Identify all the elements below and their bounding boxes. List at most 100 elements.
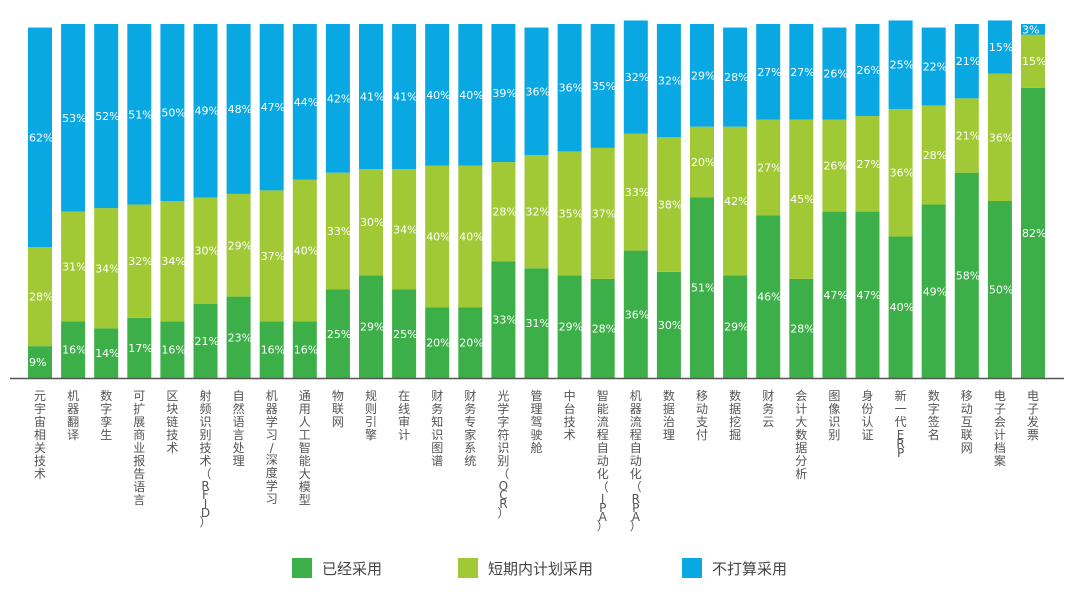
bar-planned-8 xyxy=(292,179,317,322)
x-tick-label-20: 移动支付 xyxy=(696,389,708,442)
data-label-adopted-1: 16% xyxy=(62,344,86,357)
bar-not-planned-24 xyxy=(822,27,847,120)
data-label-planned-3: 32% xyxy=(128,255,152,268)
bar-planned-3 xyxy=(127,204,152,318)
bar-adopted-18 xyxy=(623,250,648,378)
bar-planned-2 xyxy=(94,208,119,329)
bar-adopted-3 xyxy=(127,317,152,378)
x-tick-label-23: 会计大数据分析 xyxy=(795,389,807,481)
data-label-not-planned-12: 40% xyxy=(426,89,450,102)
legend-item-planned: 短期内计划采用 xyxy=(458,556,593,580)
bar-adopted-8 xyxy=(292,321,317,378)
x-tick-label-5: 射频识别技术（ R F I D） xyxy=(199,388,211,529)
bar-not-planned-1 xyxy=(61,24,86,212)
data-label-adopted-9: 25% xyxy=(327,328,351,341)
data-label-planned-7: 37% xyxy=(261,250,285,263)
data-label-adopted-29: 50% xyxy=(989,284,1013,297)
bar-not-planned-28 xyxy=(954,24,979,99)
bar-planned-6 xyxy=(226,193,251,297)
bar-not-planned-19 xyxy=(656,24,681,138)
bar-planned-29 xyxy=(987,73,1012,201)
bar-not-planned-26 xyxy=(888,20,913,109)
bar-planned-12 xyxy=(425,165,450,308)
data-label-planned-10: 30% xyxy=(360,216,384,229)
bar-not-planned-29 xyxy=(987,20,1012,74)
x-tick-label-18: 机器流程自动化（ R P A） xyxy=(630,389,642,533)
data-label-adopted-23: 28% xyxy=(790,322,814,335)
bar-adopted-22 xyxy=(756,215,781,378)
bar-planned-27 xyxy=(921,105,946,205)
bar-adopted-23 xyxy=(789,278,814,378)
x-tick-label-12: 财务知识图谱 xyxy=(431,389,443,468)
bar-adopted-27 xyxy=(921,204,946,378)
data-label-not-planned-29: 15% xyxy=(989,41,1013,54)
data-label-planned-14: 28% xyxy=(492,206,516,219)
bar-not-planned-3 xyxy=(127,24,152,205)
bar-adopted-26 xyxy=(888,236,913,378)
bar-not-planned-22 xyxy=(756,24,781,120)
bar-not-planned-21 xyxy=(723,27,748,127)
legend-item-adopted: 已经采用 xyxy=(292,556,382,580)
x-tick-label-4: 区块链技术 xyxy=(166,389,178,455)
data-label-adopted-4: 16% xyxy=(161,344,185,357)
bar-not-planned-18 xyxy=(623,20,648,134)
bar-not-planned-27 xyxy=(921,27,946,106)
bar-adopted-1 xyxy=(61,321,86,378)
bar-not-planned-9 xyxy=(325,24,350,173)
data-label-planned-0: 28% xyxy=(29,291,53,304)
bar-planned-23 xyxy=(789,119,814,279)
bar-not-planned-10 xyxy=(359,24,383,170)
data-label-adopted-21: 29% xyxy=(724,321,748,334)
data-label-planned-28: 21% xyxy=(956,130,980,143)
bar-adopted-14 xyxy=(491,261,516,378)
bar-not-planned-7 xyxy=(259,24,284,191)
bar-planned-1 xyxy=(61,211,86,322)
bar-not-planned-16 xyxy=(557,24,582,152)
bar-adopted-15 xyxy=(524,268,549,378)
data-label-planned-23: 45% xyxy=(790,193,814,206)
data-label-adopted-22: 46% xyxy=(757,291,781,304)
bar-planned-9 xyxy=(325,172,350,290)
data-label-planned-1: 31% xyxy=(62,260,86,273)
data-label-adopted-16: 29% xyxy=(559,321,583,334)
data-label-planned-8: 40% xyxy=(294,245,318,258)
data-label-not-planned-14: 39% xyxy=(492,87,516,100)
x-tick-label-1: 机器翻译 xyxy=(67,389,79,442)
legend-item-not-planned: 不打算采用 xyxy=(682,556,787,580)
bar-not-planned-4 xyxy=(160,24,185,201)
bar-not-planned-30 xyxy=(1021,24,1045,35)
data-label-planned-27: 28% xyxy=(923,149,947,162)
bar-adopted-25 xyxy=(855,211,880,378)
x-tick-label-14: 光学字符识别（ O C R） xyxy=(497,389,509,520)
bar-planned-21 xyxy=(723,126,748,276)
x-tick-label-29: 电子会计档案 xyxy=(994,389,1006,468)
bar-not-planned-20 xyxy=(690,24,714,127)
data-label-not-planned-23: 27% xyxy=(790,66,814,79)
x-tick-label-3: 可扩展商业报告语言 xyxy=(133,389,145,507)
bar-adopted-12 xyxy=(425,307,450,378)
bar-adopted-21 xyxy=(723,275,748,378)
x-tick-label-6: 自然语言处理 xyxy=(233,389,245,468)
data-label-planned-25: 27% xyxy=(857,158,881,171)
data-label-not-planned-3: 51% xyxy=(128,108,152,121)
data-label-not-planned-20: 29% xyxy=(691,69,715,82)
x-tick-label-17: 智能流程自动化（ I P A） xyxy=(597,388,609,533)
bar-adopted-11 xyxy=(392,289,417,378)
bar-planned-10 xyxy=(359,169,383,276)
data-label-not-planned-4: 50% xyxy=(161,107,185,120)
bar-adopted-19 xyxy=(656,271,681,378)
bar-not-planned-17 xyxy=(590,24,615,148)
data-label-not-planned-0: 62% xyxy=(29,131,53,144)
legend: 已经采用 短期内计划采用 不打算采用 xyxy=(0,556,1080,580)
bar-planned-7 xyxy=(259,190,284,322)
x-tick-label-27: 数字签名 xyxy=(928,388,940,442)
bar-planned-20 xyxy=(690,126,714,198)
data-label-adopted-13: 20% xyxy=(459,337,483,350)
data-label-not-planned-15: 36% xyxy=(526,85,550,98)
bar-planned-26 xyxy=(888,108,913,237)
data-label-planned-6: 29% xyxy=(228,239,252,252)
data-label-not-planned-13: 40% xyxy=(459,89,483,102)
data-label-planned-11: 34% xyxy=(393,223,417,236)
data-label-planned-19: 38% xyxy=(658,199,682,212)
